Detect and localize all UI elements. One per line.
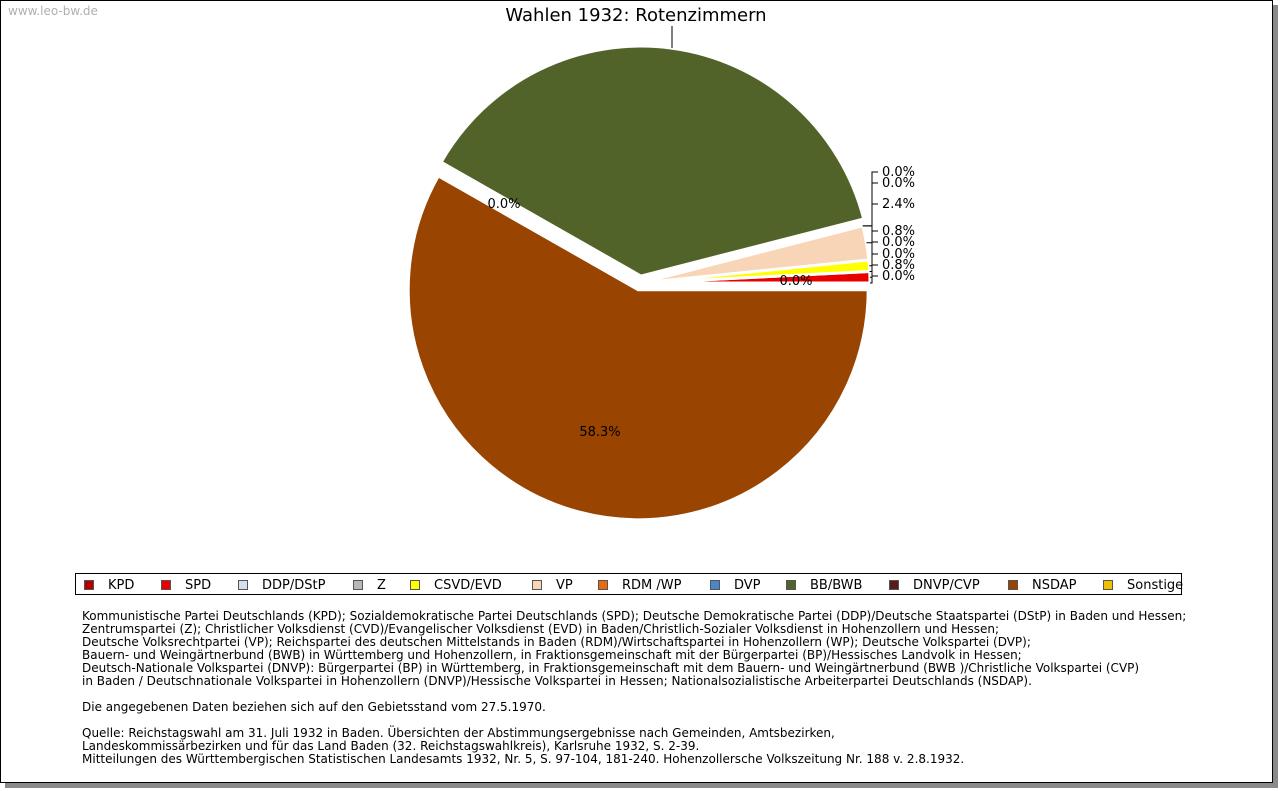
legend-swatch <box>161 580 171 590</box>
leader-line-kpd <box>870 275 878 284</box>
legend-item-sonstige: Sonstige <box>1103 577 1183 593</box>
slice-label-z: 0.0% <box>882 235 915 250</box>
watermark: www.leo-bw.de <box>8 4 98 18</box>
note-line: Kommunistische Partei Deutschlands (KPD)… <box>82 609 1187 623</box>
legend-label: DNVP/CVP <box>913 577 980 593</box>
legend-item-bb-bwb: BB/BWB <box>786 577 862 593</box>
slice-label-kpd: 0.0% <box>882 269 915 284</box>
legend-label: DVP <box>734 577 761 593</box>
slice-label-nsdap: 58.3% <box>579 425 620 440</box>
chart-title: Wahlen 1932: Rotenzimmern <box>505 5 766 26</box>
pie-slice-bb-bwb <box>439 44 866 278</box>
legend: KPD SPD DDP/DStP Z CSVD/EVD VP RDM /WP DVP BB/BW… <box>75 573 1183 595</box>
slice-label-dvp: 0.0% <box>882 165 915 180</box>
legend-label: RDM /WP <box>622 577 682 593</box>
legend-label: NSDAP <box>1032 577 1077 593</box>
source-line: Mitteilungen des Württembergischen Stati… <box>82 752 965 766</box>
legend-label: SPD <box>185 577 212 593</box>
legend-swatch <box>238 580 248 590</box>
legend-label: KPD <box>108 577 135 593</box>
footnotes: Kommunistische Partei Deutschlands (KPD)… <box>82 610 1186 766</box>
note-line: Deutsch-Nationale Volkspartei (DNVP): Bü… <box>82 661 1140 675</box>
legend-item-nsdap: NSDAP <box>1008 577 1077 593</box>
leader-line-z <box>869 241 878 272</box>
legend-item-vp: VP <box>532 577 573 593</box>
pie-slice-nsdap <box>406 173 870 522</box>
legend-label: Sonstige <box>1127 577 1184 593</box>
legend-swatch <box>1103 580 1113 590</box>
legend-item-rdm-wp: RDM /WP <box>598 577 681 593</box>
legend-item-ddp-dstp: DDP/DStP <box>238 577 325 593</box>
slice-label-rdm-wp: 0.0% <box>882 176 915 191</box>
legend-label: CSVD/EVD <box>434 577 502 593</box>
note-line: Zentrumspartei (Z); Christlicher Volksdi… <box>82 622 1000 636</box>
legend-swatch <box>889 580 899 590</box>
legend-label: BB/BWB <box>810 577 863 593</box>
legend-item-kpd: KPD <box>84 577 134 593</box>
slice-label-spd: 0.8% <box>882 258 915 273</box>
legend-swatch <box>1008 580 1018 590</box>
slice-label-sonstige: 0.0% <box>779 274 812 289</box>
source-line: Quelle: Reichstagswahl am 31. Juli 1932 … <box>82 726 835 740</box>
legend-swatch <box>598 580 608 590</box>
note-line: Bauern- und Weingärtnerbund (BWB) in Wür… <box>82 648 1022 662</box>
note-line: Deutsche Volksrechtpartei (VP); Reichspa… <box>82 635 1031 649</box>
legend-item-dnvp-cvp: DNVP/CVP <box>889 577 980 593</box>
legend-swatch <box>84 580 94 590</box>
gebietsstand-note: Die angegebenen Daten beziehen sich auf … <box>82 700 546 714</box>
slice-label-ddp-dstp: 0.0% <box>882 247 915 262</box>
legend-label: Z <box>377 577 386 593</box>
legend-item-spd: SPD <box>161 577 211 593</box>
legend-item-csvd-evd: CSVD/EVD <box>410 577 502 593</box>
legend-item-dvp: DVP <box>710 577 761 593</box>
labels-layer: 0.0%0.8%0.0%0.0%0.8%2.4%0.0%0.0%0.0%0.0%… <box>487 26 915 440</box>
legend-swatch <box>532 580 542 590</box>
slices-layer <box>406 44 872 522</box>
slice-label-csvd-evd: 0.8% <box>882 224 915 239</box>
legend-swatch <box>353 580 363 590</box>
source-line: Landeskommissärbezirken und für das Land… <box>82 739 700 753</box>
leader-line-csvd-evd <box>869 230 878 267</box>
note-line: in Baden / Deutschnationale Volkspartei … <box>82 674 1032 688</box>
slice-label-dnvp-cvp: 0.0% <box>487 197 520 212</box>
legend-item-z: Z <box>353 577 386 593</box>
legend-swatch <box>786 580 796 590</box>
legend-label: VP <box>556 577 573 593</box>
leader-line-dvp <box>862 171 878 227</box>
legend-swatch <box>710 580 720 590</box>
slice-label-vp: 2.4% <box>882 197 915 212</box>
legend-swatch <box>410 580 420 590</box>
legend-label: DDP/DStP <box>262 577 326 593</box>
